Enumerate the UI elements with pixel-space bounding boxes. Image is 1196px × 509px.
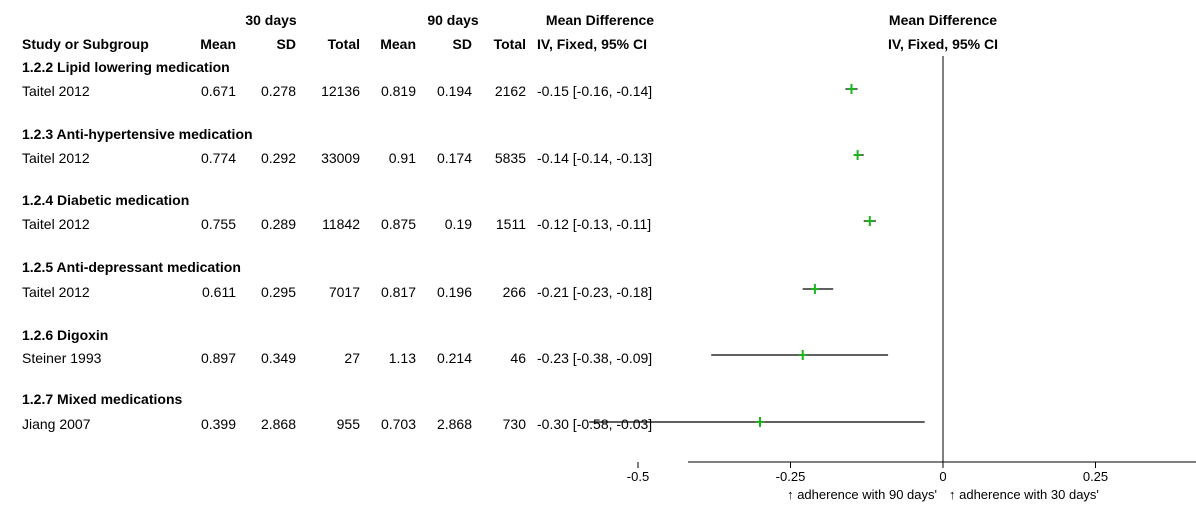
header-mean-difference: Mean Difference xyxy=(545,12,655,28)
total-30: 33009 xyxy=(321,150,360,166)
total-30: 7017 xyxy=(328,284,360,300)
mean-30: 0.671 xyxy=(200,83,236,99)
sd-30: 0.278 xyxy=(260,83,296,99)
sd-30: 2.868 xyxy=(260,416,296,432)
study-name: Taitel 2012 xyxy=(22,216,90,232)
subgroup-title: 1.2.3 Anti-hypertensive medication xyxy=(22,126,253,142)
study-name: Jiang 2007 xyxy=(22,416,91,432)
study-name: Taitel 2012 xyxy=(22,284,90,300)
mean-30: 0.399 xyxy=(200,416,236,432)
total-90: 5835 xyxy=(494,150,526,166)
total-90: 1511 xyxy=(495,216,526,232)
mean-90: 0.91 xyxy=(388,150,416,166)
total-30: 955 xyxy=(336,416,360,432)
header-sd-30: SD xyxy=(276,36,296,52)
total-90: 266 xyxy=(502,284,526,300)
total-30: 11842 xyxy=(322,216,360,232)
favours-left-label: ↑ adherence with 90 days' xyxy=(787,487,937,502)
subgroup-title: 1.2.6 Digoxin xyxy=(22,327,109,343)
ci-text: -0.30 [-0.58, -0.03] xyxy=(537,416,653,432)
plot-header-mean-difference: Mean Difference xyxy=(888,12,998,28)
header-total-90: Total xyxy=(493,36,526,52)
header-ci-method: IV, Fixed, 95% CI xyxy=(537,36,647,52)
sd-30: 0.349 xyxy=(260,350,296,366)
subgroup-title: 1.2.7 Mixed medications xyxy=(22,391,183,407)
total-90: 46 xyxy=(510,350,526,366)
ci-text: -0.12 [-0.13, -0.11] xyxy=(537,216,652,232)
ci-text: -0.23 [-0.38, -0.09] xyxy=(537,350,653,366)
total-30: 12136 xyxy=(321,83,360,99)
favours-right-label: ↑ adherence with 30 days' xyxy=(949,487,1099,502)
mean-90: 0.817 xyxy=(380,284,416,300)
study-name: Taitel 2012 xyxy=(22,83,90,99)
total-90: 730 xyxy=(502,416,526,432)
x-tick-label: -0.25 xyxy=(776,469,806,484)
mean-90: 0.875 xyxy=(380,216,416,232)
header-90-days: 90 days xyxy=(427,12,479,28)
total-30: 27 xyxy=(344,350,360,366)
header-mean-30: Mean xyxy=(200,36,236,52)
header-sd-90: SD xyxy=(452,36,472,52)
subgroup-title: 1.2.4 Diabetic medication xyxy=(22,192,190,208)
ci-text: -0.14 [-0.14, -0.13] xyxy=(537,150,653,166)
plot-header-ci-method: IV, Fixed, 95% CI xyxy=(888,36,998,52)
subgroup-title: 1.2.2 Lipid lowering medication xyxy=(22,59,230,75)
x-tick-label: 0 xyxy=(939,469,946,484)
sd-30: 0.292 xyxy=(260,150,296,166)
total-90: 2162 xyxy=(494,83,526,99)
ci-text: -0.21 [-0.23, -0.18] xyxy=(537,284,653,300)
sd-90: 0.196 xyxy=(436,284,472,300)
sd-90: 0.194 xyxy=(436,83,472,99)
sd-90: 2.868 xyxy=(436,416,472,432)
sd-30: 0.295 xyxy=(260,284,296,300)
header-total-30: Total xyxy=(327,36,360,52)
mean-30: 0.755 xyxy=(200,216,236,232)
sd-90: 0.214 xyxy=(436,350,472,366)
subgroup-title: 1.2.5 Anti-depressant medication xyxy=(22,259,241,275)
sd-90: 0.174 xyxy=(436,150,472,166)
mean-90: 0.819 xyxy=(380,83,416,99)
sd-90: 0.19 xyxy=(444,216,472,232)
mean-90: 1.13 xyxy=(388,350,416,366)
header-30-days: 30 days xyxy=(245,12,297,28)
sd-30: 0.289 xyxy=(260,216,296,232)
plot-marks xyxy=(589,84,925,427)
header-study: Study or Subgroup xyxy=(22,36,149,52)
study-name: Taitel 2012 xyxy=(22,150,90,166)
header-mean-90: Mean xyxy=(380,36,416,52)
mean-90: 0.703 xyxy=(380,416,416,432)
mean-30: 0.897 xyxy=(200,350,236,366)
mean-30: 0.774 xyxy=(200,150,236,166)
x-tick-label: -0.5 xyxy=(627,469,649,484)
ci-text: -0.15 [-0.16, -0.14] xyxy=(537,83,653,99)
x-tick-label: 0.25 xyxy=(1083,469,1108,484)
study-name: Steiner 1993 xyxy=(22,350,102,366)
mean-30: 0.611 xyxy=(202,284,236,300)
